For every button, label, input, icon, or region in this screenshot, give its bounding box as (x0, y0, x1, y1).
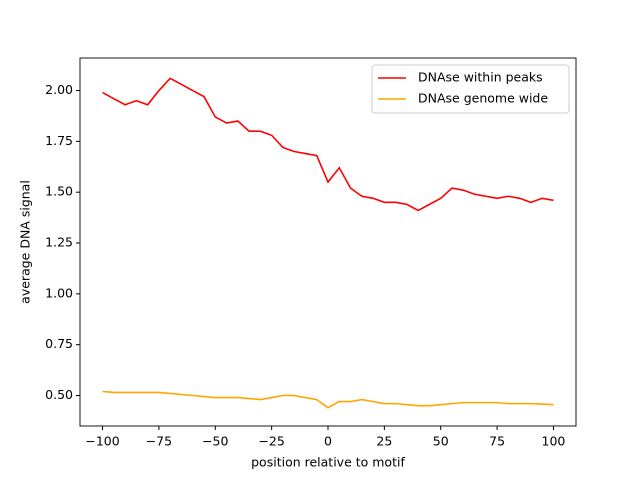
y-tick-label: 2.00 (45, 82, 73, 97)
x-tick-label: −75 (146, 434, 172, 449)
legend-label: DNAse within peaks (418, 70, 543, 85)
y-tick-label: 1.25 (45, 235, 73, 250)
x-axis-label: position relative to motif (251, 455, 405, 470)
x-tick-label: 75 (489, 434, 505, 449)
plot-frame (79, 57, 577, 427)
x-tick-label: 25 (376, 434, 392, 449)
x-tick-label: 50 (433, 434, 449, 449)
y-tick-label: 1.00 (45, 285, 73, 300)
y-tick-label: 0.75 (45, 336, 73, 351)
data-line (102, 390, 554, 409)
x-tick-label: −100 (85, 434, 119, 449)
x-tick-label: 100 (542, 434, 566, 449)
data-line (102, 77, 554, 212)
y-tick-label: 1.50 (45, 184, 73, 199)
y-axis-label: average DNA signal (18, 180, 33, 304)
x-tick-label: 0 (324, 434, 332, 449)
y-tick-label: 0.50 (45, 387, 73, 402)
x-tick-label: −50 (202, 434, 228, 449)
y-tick-label: 1.75 (45, 133, 73, 148)
legend-box (371, 64, 570, 114)
legend-label: DNAse genome wide (418, 91, 548, 106)
x-tick-label: −25 (258, 434, 284, 449)
